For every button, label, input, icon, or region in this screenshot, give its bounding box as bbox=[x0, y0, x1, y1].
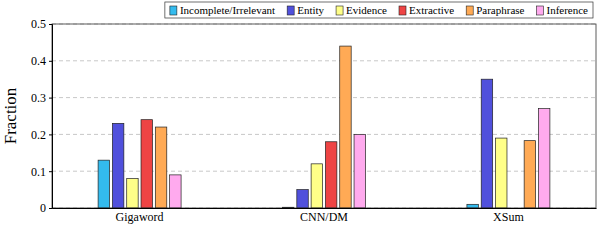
grid-line bbox=[52, 97, 596, 98]
grid bbox=[52, 24, 596, 208]
bar bbox=[524, 141, 535, 208]
bar bbox=[467, 204, 478, 208]
y-axis-title: Fraction bbox=[1, 87, 20, 144]
tick-label: 0.1 bbox=[31, 165, 46, 179]
tick-label: XSum bbox=[493, 210, 524, 224]
tick-label: 0.2 bbox=[31, 128, 46, 142]
bar bbox=[481, 79, 492, 208]
tick: 0 bbox=[40, 201, 52, 215]
legend-label: Evidence bbox=[346, 4, 387, 16]
tick-label: 0.3 bbox=[31, 91, 46, 105]
bar bbox=[170, 175, 181, 208]
legend-swatch bbox=[287, 6, 294, 15]
bar bbox=[98, 160, 109, 208]
chart: 0 0.1 0.2 0.3 0.4 0.5 Gigaword CNN/DM XSum Fracti… bbox=[0, 0, 602, 230]
bar bbox=[297, 190, 308, 208]
tick-mark bbox=[49, 208, 52, 209]
legend-item: Evidence bbox=[336, 4, 387, 16]
legend-item: Paraphrase bbox=[466, 4, 524, 16]
tick-label: 0.5 bbox=[31, 17, 46, 31]
plot-frame bbox=[52, 24, 596, 208]
bar bbox=[538, 109, 549, 208]
bar bbox=[112, 123, 123, 208]
legend-swatch bbox=[466, 6, 473, 15]
legend-label: Extractive bbox=[409, 4, 454, 16]
legend-swatch bbox=[170, 6, 177, 15]
tick-mark bbox=[49, 171, 52, 172]
legend-label: Paraphrase bbox=[476, 4, 524, 16]
bar bbox=[354, 134, 365, 208]
tick: XSum bbox=[493, 208, 524, 224]
tick-mark bbox=[49, 134, 52, 135]
bar bbox=[496, 138, 507, 208]
bar bbox=[325, 142, 336, 208]
tick: 0.3 bbox=[31, 91, 52, 105]
tick-mark bbox=[49, 61, 52, 62]
legend-swatch bbox=[336, 6, 343, 15]
bar bbox=[127, 179, 138, 208]
bars bbox=[98, 46, 550, 208]
legend-swatch bbox=[399, 6, 406, 15]
tick-label: CNN/DM bbox=[300, 210, 348, 224]
axis-line bbox=[49, 25, 53, 209]
tick-label: 0 bbox=[40, 201, 46, 215]
tick: Gigaword bbox=[116, 208, 164, 224]
x-axis: Gigaword CNN/DM XSum bbox=[53, 208, 597, 224]
tick-mark bbox=[49, 24, 52, 25]
bar bbox=[141, 120, 152, 208]
tick: CNN/DM bbox=[300, 208, 348, 224]
legend-item: Entity bbox=[287, 4, 324, 16]
tick-mark bbox=[49, 98, 52, 99]
legend: Incomplete/Irrelevant Entity Evidence Extra… bbox=[165, 2, 593, 18]
tick: 0.5 bbox=[31, 17, 52, 31]
legend-item: Inference bbox=[536, 4, 588, 16]
grid-line bbox=[52, 134, 596, 135]
tick: 0.2 bbox=[31, 128, 52, 142]
bar bbox=[311, 164, 322, 208]
legend-box bbox=[165, 2, 593, 18]
legend-label: Entity bbox=[297, 4, 324, 16]
legend-item: Extractive bbox=[399, 4, 454, 16]
grid-line bbox=[52, 60, 596, 61]
tick: 0.4 bbox=[31, 54, 52, 68]
legend-label: Incomplete/Irrelevant bbox=[180, 4, 275, 16]
legend-swatch bbox=[536, 6, 543, 15]
legend-item: Incomplete/Irrelevant bbox=[170, 4, 275, 16]
legend-label: Inference bbox=[546, 4, 588, 16]
y-axis: 0 0.1 0.2 0.3 0.4 0.5 bbox=[31, 17, 53, 215]
bar bbox=[340, 46, 351, 208]
tick-label: Gigaword bbox=[116, 210, 164, 224]
grid-line bbox=[52, 171, 596, 172]
tick-label: 0.4 bbox=[31, 54, 46, 68]
bar bbox=[155, 127, 166, 208]
tick: 0.1 bbox=[31, 165, 52, 179]
